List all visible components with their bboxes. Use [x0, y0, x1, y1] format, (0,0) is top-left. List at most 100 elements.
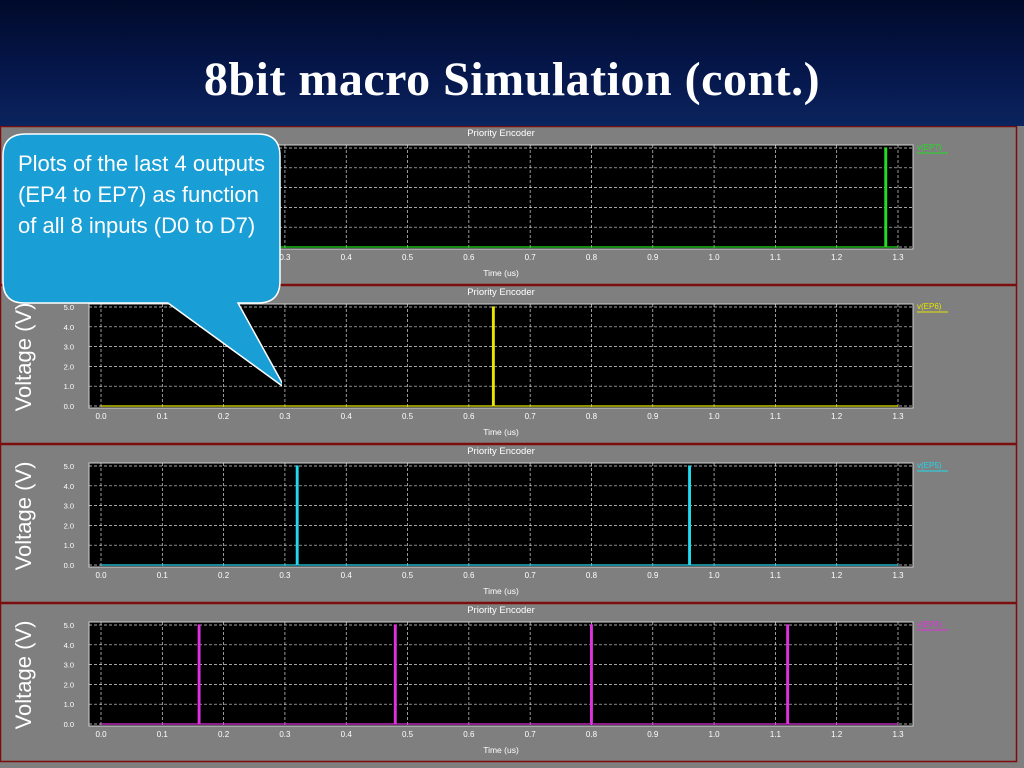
y-axis-label: Voltage (V) [11, 462, 36, 571]
x-tick-label: 0.7 [525, 253, 537, 262]
x-tick-label: 0.8 [586, 253, 598, 262]
x-tick-label: 0.3 [279, 412, 291, 421]
y-tick-label: 2.0 [64, 680, 74, 689]
x-tick-label: 0.8 [586, 730, 598, 739]
y-tick-label: 2.0 [64, 521, 74, 530]
y-axis-label: Voltage (V) [11, 621, 36, 730]
x-tick-label: 1.0 [709, 571, 721, 580]
x-tick-label: 1.1 [770, 253, 782, 262]
y-tick-label: 5.0 [64, 621, 74, 630]
y-tick-label: 2.0 [64, 362, 74, 371]
x-tick-label: 0.9 [647, 412, 659, 421]
y-tick-label: 4.0 [64, 323, 74, 332]
x-tick-label: 0.5 [402, 253, 414, 262]
x-tick-label: 1.0 [709, 253, 721, 262]
title-bar: 8bit macro Simulation (cont.) [0, 0, 1024, 126]
x-tick-label: 1.0 [709, 412, 721, 421]
x-tick-label: 0.5 [402, 730, 414, 739]
x-tick-label: 0.7 [525, 412, 537, 421]
x-tick-label: 1.2 [831, 730, 843, 739]
y-tick-label: 3.0 [64, 343, 74, 352]
x-tick-label: 0.4 [341, 253, 353, 262]
y-tick-label: 0.0 [64, 561, 74, 570]
x-tick-label: 0.7 [525, 571, 537, 580]
y-tick-label: 5.0 [64, 303, 74, 312]
x-tick-label: 1.3 [892, 730, 904, 739]
x-tick-label: 0.2 [218, 571, 230, 580]
x-axis-label: Time (us) [483, 268, 519, 278]
x-tick-label: 0.1 [157, 412, 169, 421]
y-tick-label: 4.0 [64, 482, 74, 491]
x-tick-label: 1.2 [831, 412, 843, 421]
x-tick-label: 0.1 [157, 730, 169, 739]
y-tick-label: 3.0 [64, 502, 74, 511]
y-tick-label: 1.0 [64, 382, 74, 391]
legend-label: v(EP5) [917, 461, 942, 470]
x-tick-label: 1.2 [831, 571, 843, 580]
x-tick-label: 1.3 [892, 571, 904, 580]
x-tick-label: 0.4 [341, 571, 353, 580]
x-tick-label: 1.1 [770, 730, 782, 739]
plots-area: Priority Encoder 0.0 0.1 0.2 0.3 0.4 0.5 0.6 0.7… [0, 126, 1024, 768]
x-tick-label: 0.9 [647, 253, 659, 262]
plot-area [88, 462, 914, 568]
y-tick-label: 4.0 [64, 641, 74, 650]
x-tick-label: 0.7 [525, 730, 537, 739]
x-axis-label: Time (us) [483, 586, 519, 596]
chart-panel-4: Priority Encoder 0.0 0.1 0.2 0.3 0.4 0.5 0.6 0.7… [0, 602, 1018, 763]
y-tick-label: 1.0 [64, 541, 74, 550]
x-tick-label: 0.5 [402, 571, 414, 580]
chart-title: Priority Encoder [467, 128, 535, 139]
legend-label: v(EP6) [917, 302, 942, 311]
callout-text: Plots of the last 4 outputs (EP4 to EP7)… [18, 151, 266, 238]
x-tick-label: 1.1 [770, 571, 782, 580]
chart-panel-2: Priority Encoder 0.0 0.1 0.2 0.3 0.4 0.5 0.6 0.7… [0, 284, 1018, 445]
x-axis-label: Time (us) [483, 745, 519, 755]
slide-title: 8bit macro Simulation (cont.) [203, 53, 821, 106]
y-tick-label: 0.0 [64, 402, 74, 411]
x-tick-label: 0.0 [95, 253, 107, 262]
plots-canvas: Priority Encoder 0.0 0.1 0.2 0.3 0.4 0.5 0.6 0.7… [0, 126, 1018, 763]
legend-label: v(EP4) [917, 620, 942, 629]
y-tick-label: 0.0 [64, 720, 74, 729]
x-tick-label: 0.2 [218, 412, 230, 421]
x-tick-label: 0.8 [586, 571, 598, 580]
x-tick-label: 1.3 [892, 412, 904, 421]
x-tick-label: 0.8 [586, 412, 598, 421]
y-tick-label: 3.0 [64, 661, 74, 670]
x-tick-label: 0.9 [647, 571, 659, 580]
chart-panel-3: Priority Encoder 0.0 0.1 0.2 0.3 0.4 0.5 0.6 0.7… [0, 443, 1018, 604]
x-tick-label: 0.6 [463, 253, 475, 262]
x-tick-label: 0.2 [218, 730, 230, 739]
x-tick-label: 1.2 [831, 253, 843, 262]
x-tick-label: 0.6 [463, 412, 475, 421]
x-tick-label: 0.6 [463, 730, 475, 739]
x-tick-label: 0.4 [341, 412, 353, 421]
x-tick-label: 0.2 [218, 253, 230, 262]
chart-title: Priority Encoder [467, 446, 535, 457]
x-tick-label: 0.0 [95, 730, 107, 739]
x-tick-label: 1.3 [892, 253, 904, 262]
x-tick-label: 0.5 [402, 412, 414, 421]
x-tick-label: 0.0 [95, 412, 107, 421]
x-tick-label: 0.1 [157, 571, 169, 580]
y-axis-label: Voltage (V) [11, 303, 36, 412]
x-tick-label: 0.3 [279, 730, 291, 739]
y-tick-label: 0.0 [64, 243, 74, 252]
x-axis-label: Time (us) [483, 427, 519, 437]
x-tick-label: 0.3 [279, 253, 291, 262]
legend-label: v(EP7) [917, 143, 942, 152]
x-tick-label: 1.0 [709, 730, 721, 739]
plot-area [88, 621, 914, 727]
chart-title: Priority Encoder [467, 605, 535, 616]
x-tick-label: 0.4 [341, 730, 353, 739]
chart-title: Priority Encoder [467, 287, 535, 298]
x-tick-label: 0.6 [463, 571, 475, 580]
x-tick-label: 1.1 [770, 412, 782, 421]
x-tick-label: 0.9 [647, 730, 659, 739]
plot-area [88, 303, 914, 409]
x-tick-label: 0.1 [157, 253, 169, 262]
y-tick-label: 1.0 [64, 700, 74, 709]
x-tick-label: 0.3 [279, 571, 291, 580]
y-tick-label: 5.0 [64, 462, 74, 471]
